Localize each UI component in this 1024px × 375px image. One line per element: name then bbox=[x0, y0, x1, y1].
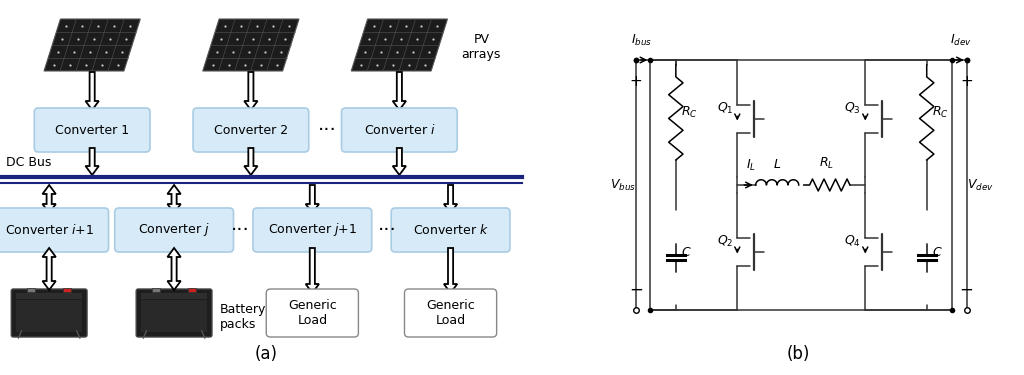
Polygon shape bbox=[43, 185, 55, 213]
FancyBboxPatch shape bbox=[16, 300, 82, 332]
FancyBboxPatch shape bbox=[404, 289, 497, 337]
Text: $C$: $C$ bbox=[681, 246, 691, 259]
FancyBboxPatch shape bbox=[115, 208, 233, 252]
Text: ···: ··· bbox=[318, 120, 337, 140]
FancyBboxPatch shape bbox=[0, 208, 109, 252]
Polygon shape bbox=[444, 185, 457, 213]
Polygon shape bbox=[305, 248, 319, 293]
Text: ···: ··· bbox=[231, 220, 250, 240]
Text: $I_L$: $I_L$ bbox=[746, 158, 757, 173]
Polygon shape bbox=[393, 72, 406, 110]
Polygon shape bbox=[393, 148, 406, 175]
FancyBboxPatch shape bbox=[152, 288, 160, 292]
FancyBboxPatch shape bbox=[193, 108, 309, 152]
Text: Converter $k$: Converter $k$ bbox=[413, 223, 488, 237]
Text: $C$: $C$ bbox=[932, 246, 942, 259]
FancyBboxPatch shape bbox=[188, 288, 197, 292]
FancyBboxPatch shape bbox=[253, 208, 372, 252]
FancyBboxPatch shape bbox=[136, 289, 212, 337]
Text: $L$: $L$ bbox=[773, 158, 781, 171]
Polygon shape bbox=[86, 72, 98, 110]
Text: Converter $i$+1: Converter $i$+1 bbox=[5, 223, 93, 237]
Text: DC Bus: DC Bus bbox=[6, 156, 51, 169]
Text: $I_{dev}$: $I_{dev}$ bbox=[949, 33, 972, 48]
FancyBboxPatch shape bbox=[63, 288, 72, 292]
Text: Converter $j$: Converter $j$ bbox=[138, 222, 210, 238]
Text: $I_{bus}$: $I_{bus}$ bbox=[632, 33, 652, 48]
FancyBboxPatch shape bbox=[141, 300, 207, 332]
Text: −: − bbox=[959, 281, 974, 299]
Text: (a): (a) bbox=[255, 345, 278, 363]
Text: $V_{dev}$: $V_{dev}$ bbox=[967, 177, 993, 192]
Text: ···: ··· bbox=[378, 220, 396, 240]
Text: Converter $i$: Converter $i$ bbox=[364, 123, 435, 137]
Polygon shape bbox=[86, 148, 98, 175]
Text: Converter 1: Converter 1 bbox=[55, 123, 129, 136]
Text: $Q_2$: $Q_2$ bbox=[717, 234, 733, 249]
Polygon shape bbox=[44, 19, 140, 71]
Text: $R_C$: $R_C$ bbox=[932, 105, 948, 120]
Text: $Q_1$: $Q_1$ bbox=[717, 101, 733, 116]
Text: +: + bbox=[961, 75, 973, 90]
Polygon shape bbox=[351, 19, 447, 71]
Text: −: − bbox=[629, 281, 643, 299]
FancyBboxPatch shape bbox=[16, 293, 82, 299]
Text: $R_C$: $R_C$ bbox=[681, 105, 697, 120]
Text: +: + bbox=[630, 75, 642, 90]
Text: Converter $j$+1: Converter $j$+1 bbox=[268, 222, 356, 238]
FancyBboxPatch shape bbox=[27, 288, 35, 292]
Text: Generic
Load: Generic Load bbox=[288, 299, 337, 327]
Text: Generic
Load: Generic Load bbox=[426, 299, 475, 327]
Text: $Q_4$: $Q_4$ bbox=[845, 234, 861, 249]
Polygon shape bbox=[305, 185, 319, 213]
Polygon shape bbox=[245, 72, 258, 110]
Polygon shape bbox=[168, 248, 180, 290]
Text: $R_L$: $R_L$ bbox=[819, 156, 835, 171]
Text: (b): (b) bbox=[787, 345, 810, 363]
FancyBboxPatch shape bbox=[141, 293, 207, 299]
FancyBboxPatch shape bbox=[35, 108, 150, 152]
Polygon shape bbox=[245, 148, 258, 175]
Polygon shape bbox=[43, 248, 55, 290]
FancyBboxPatch shape bbox=[391, 208, 510, 252]
FancyBboxPatch shape bbox=[266, 289, 358, 337]
Text: PV
arrays: PV arrays bbox=[462, 33, 501, 61]
Polygon shape bbox=[203, 19, 299, 71]
Polygon shape bbox=[444, 248, 457, 293]
Text: $V_{bus}$: $V_{bus}$ bbox=[610, 177, 636, 192]
FancyBboxPatch shape bbox=[342, 108, 457, 152]
FancyBboxPatch shape bbox=[11, 289, 87, 337]
Text: Converter 2: Converter 2 bbox=[214, 123, 288, 136]
Polygon shape bbox=[168, 185, 180, 213]
Text: Battery
packs: Battery packs bbox=[220, 303, 266, 331]
Text: $Q_3$: $Q_3$ bbox=[845, 101, 861, 116]
